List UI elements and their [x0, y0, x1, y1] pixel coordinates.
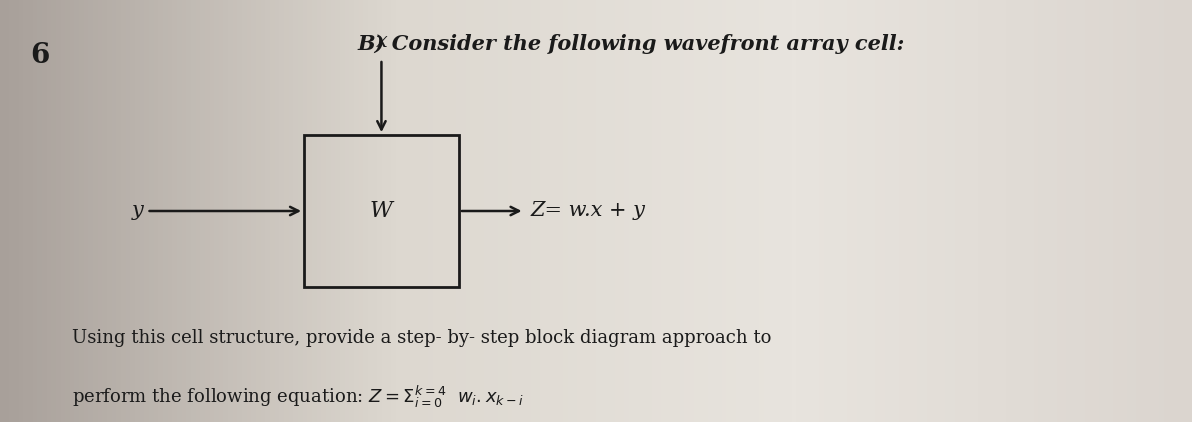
Text: Z= w.x + y: Z= w.x + y	[530, 201, 645, 221]
Text: B) Consider the following wavefront array cell:: B) Consider the following wavefront arra…	[358, 34, 905, 54]
Text: y: y	[131, 201, 143, 221]
Text: Using this cell structure, provide a step- by- step block diagram approach to: Using this cell structure, provide a ste…	[72, 329, 771, 347]
Text: x: x	[375, 32, 387, 51]
Text: perform the following equation: $Z = \Sigma^{k=4}_{i=0}$  $w_i.x_{k-i}$: perform the following equation: $Z = \Si…	[72, 384, 523, 410]
Text: W: W	[370, 200, 393, 222]
Bar	[304, 135, 459, 287]
Text: 6: 6	[30, 42, 49, 69]
